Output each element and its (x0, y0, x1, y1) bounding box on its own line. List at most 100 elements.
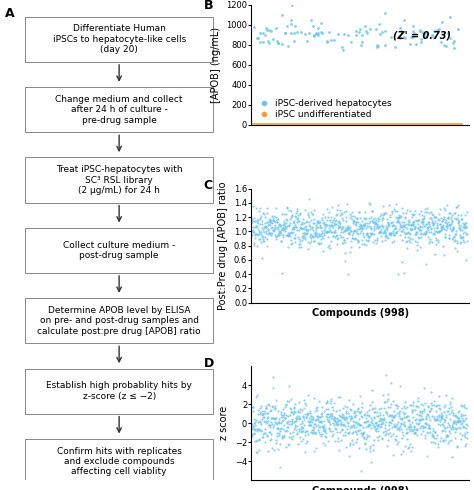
Point (379, 223, 386, 231)
Point (292, 209, 300, 217)
Point (383, 226, 391, 234)
Point (258, 232, 266, 240)
Point (440, 215, 447, 222)
Point (341, 30, 348, 38)
Point (380, 414, 388, 421)
Point (424, 420, 431, 428)
Point (306, 417, 313, 425)
Point (453, 417, 460, 425)
Point (261, 409, 268, 416)
Point (403, 229, 410, 237)
Point (445, 437, 452, 444)
Point (356, 421, 364, 429)
Point (251, 418, 259, 426)
Point (376, 416, 384, 424)
Point (379, 419, 387, 427)
Point (454, 201, 461, 209)
Point (365, 222, 373, 230)
Point (438, 217, 446, 225)
Text: D: D (203, 357, 214, 370)
Point (345, 452, 353, 460)
Point (369, 218, 376, 226)
Point (434, 228, 442, 236)
Point (429, 438, 437, 445)
Point (322, 228, 330, 236)
Point (256, 38, 264, 46)
Point (307, 420, 314, 428)
Point (355, 218, 362, 226)
Point (294, 414, 301, 422)
Point (401, 33, 408, 41)
Point (447, 425, 455, 433)
Point (311, 230, 319, 238)
Point (401, 16, 408, 24)
Point (337, 223, 345, 231)
Point (253, 218, 260, 226)
Y-axis label: z score: z score (219, 406, 229, 441)
Point (273, 420, 281, 428)
Point (286, 229, 294, 237)
Point (401, 222, 408, 230)
Point (343, 403, 351, 411)
Point (425, 239, 432, 247)
Point (294, 211, 301, 219)
Point (338, 210, 346, 218)
Point (377, 419, 384, 427)
Point (448, 407, 456, 415)
Point (260, 237, 267, 245)
Point (441, 401, 449, 409)
Point (332, 437, 339, 445)
Point (289, 435, 296, 443)
Point (312, 223, 319, 231)
Point (453, 420, 460, 428)
Point (303, 413, 310, 421)
Point (335, 412, 343, 419)
Point (365, 420, 372, 428)
Point (292, 223, 300, 231)
Point (249, 226, 256, 234)
Point (445, 209, 453, 217)
Point (270, 212, 277, 220)
Point (429, 219, 437, 227)
Point (406, 234, 414, 242)
Point (428, 404, 435, 412)
Point (400, 269, 408, 277)
Point (300, 415, 308, 422)
Point (376, 222, 384, 230)
Point (412, 402, 419, 410)
Point (395, 211, 403, 219)
Point (258, 411, 265, 418)
Point (330, 416, 338, 424)
Point (429, 425, 437, 433)
Point (295, 226, 303, 234)
Point (445, 218, 452, 226)
Point (267, 231, 274, 239)
Point (400, 218, 408, 226)
Point (329, 419, 337, 427)
Point (424, 223, 431, 231)
Point (411, 428, 419, 436)
Point (444, 432, 452, 440)
Point (350, 235, 357, 243)
Point (318, 422, 326, 430)
Point (276, 221, 284, 229)
Point (438, 416, 445, 423)
Point (358, 236, 365, 244)
Point (251, 230, 259, 238)
X-axis label: Compounds (998): Compounds (998) (312, 308, 409, 318)
Point (301, 399, 309, 407)
Point (416, 411, 424, 419)
Point (363, 411, 371, 419)
Point (405, 425, 413, 433)
Point (351, 213, 359, 221)
Point (259, 431, 266, 439)
Point (296, 209, 304, 217)
Point (330, 421, 337, 429)
Point (360, 417, 368, 425)
Point (423, 410, 430, 418)
Point (439, 243, 447, 250)
Point (424, 402, 431, 410)
Point (352, 227, 360, 235)
Point (365, 422, 372, 430)
Point (452, 215, 459, 222)
